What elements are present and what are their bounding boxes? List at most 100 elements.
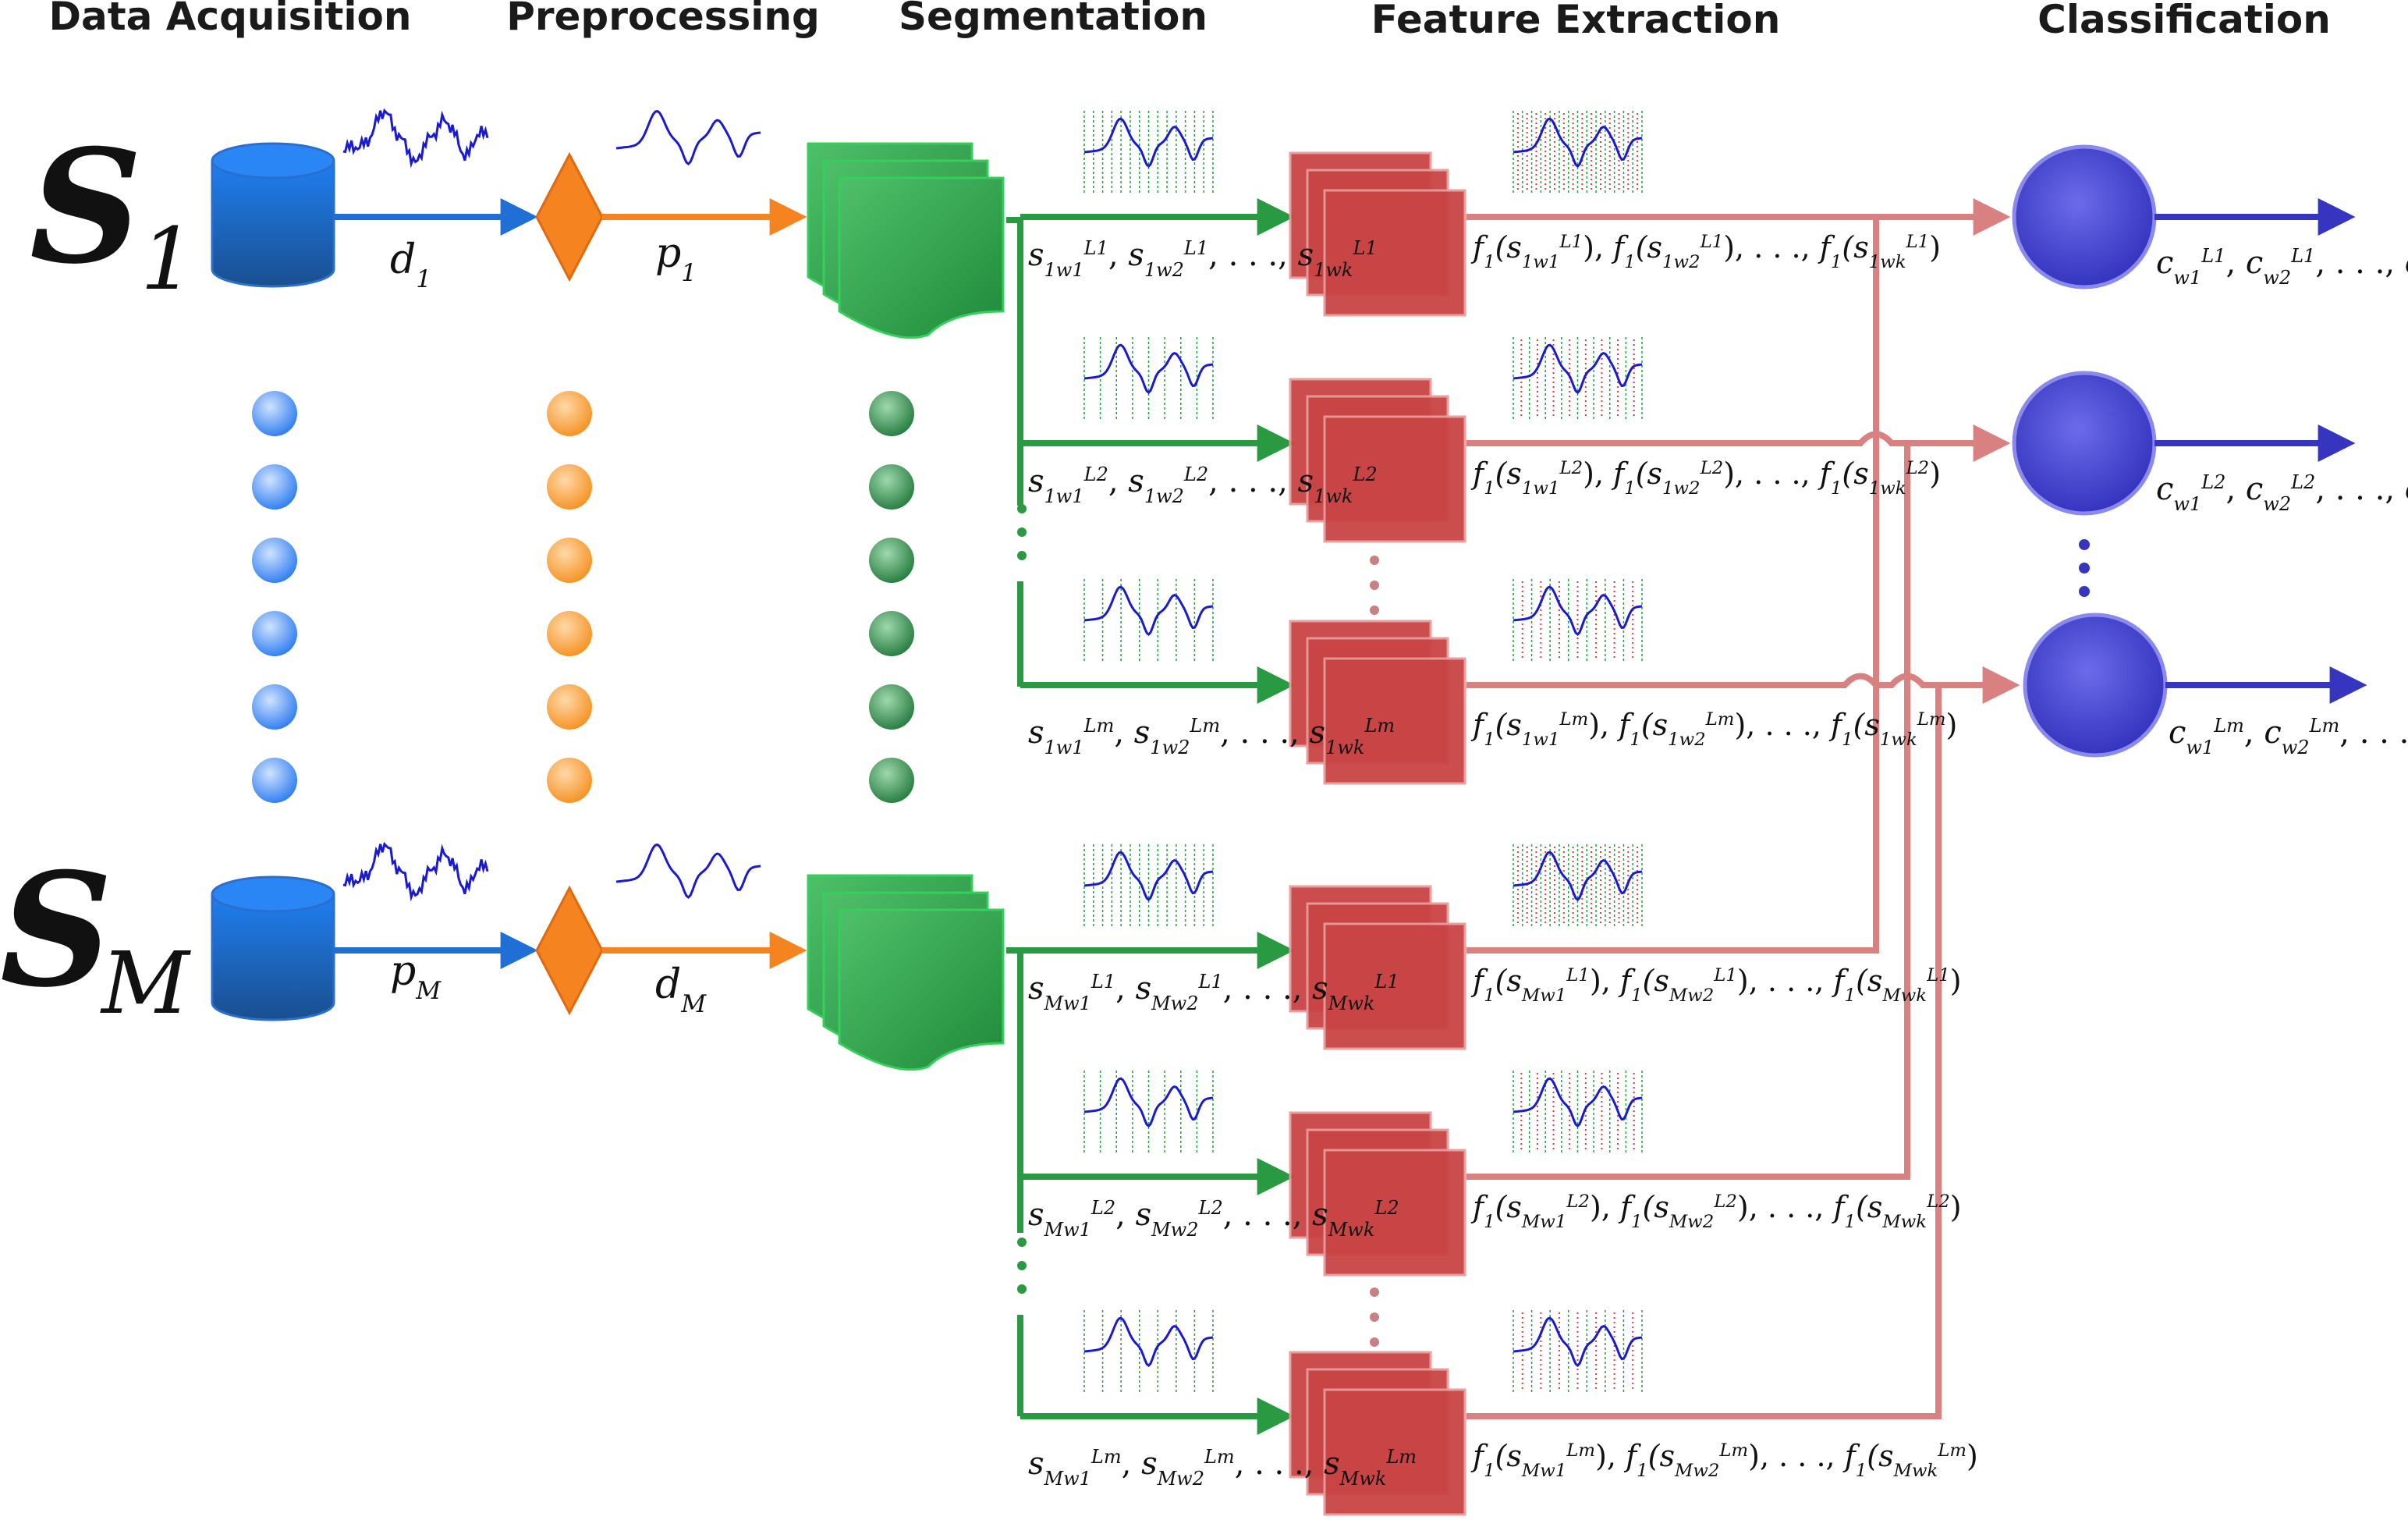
signal-plot <box>1083 844 1214 927</box>
math-label: sMw1L2, sMw2L2, . . ., sMwkL2 <box>1028 1197 1399 1241</box>
ellipsis-dot <box>1370 606 1379 615</box>
preprocessing-diamond-icon <box>535 885 604 1016</box>
math-label: pM <box>390 948 442 1005</box>
segmentation-stack-icon <box>807 874 1005 1071</box>
signal-trace <box>1083 1316 1214 1368</box>
math-label: f1(sMw1Lm), f1(sMw2Lm), . . ., f1(sMwkLm… <box>1470 1439 1978 1481</box>
ellipsis-dot <box>252 611 297 656</box>
subject-labels: S 1 S M <box>0 115 195 1033</box>
signal-plot <box>342 108 489 169</box>
ellipsis-dot <box>252 684 297 730</box>
ellipsis-dot <box>869 538 914 583</box>
classifier-node <box>2012 371 2157 516</box>
ellipsis-dot <box>869 464 914 510</box>
subject-1-symbol: S <box>30 115 142 299</box>
database-icon <box>211 875 335 1021</box>
signal-trace <box>615 843 761 900</box>
ellipsis-dot <box>1017 1238 1027 1247</box>
ellipsis-dots <box>252 391 914 803</box>
signal-trace <box>1513 1316 1643 1368</box>
signal-trace <box>342 841 489 902</box>
ellipsis-dot <box>869 684 914 730</box>
ellipsis-dot <box>252 464 297 510</box>
stage-title-acquisition: Data Acquisition <box>48 0 411 39</box>
ellipsis-dot <box>869 611 914 656</box>
ellipsis-dot <box>252 758 297 803</box>
signal-trace <box>1083 117 1214 169</box>
ellipsis-dot <box>547 758 592 803</box>
signal-trace <box>1513 117 1643 169</box>
segmentation-stack-icon <box>807 142 1005 339</box>
feature-route-line <box>1466 685 1942 1419</box>
signal-plot <box>1083 579 1214 662</box>
stage-title-classification: Classification <box>2037 0 2331 42</box>
math-label: sMw1L1, sMw2L1, . . ., sMwkL1 <box>1028 971 1399 1014</box>
feature-route-line <box>1466 424 2011 462</box>
signal-trace <box>342 108 489 169</box>
signal-trace <box>615 109 761 166</box>
feature-stack-icon <box>1289 151 1466 317</box>
signal-plot <box>1513 1310 1643 1393</box>
feature-route-line <box>1466 666 2020 704</box>
signal-plot <box>615 109 761 166</box>
ellipsis-dot <box>1370 581 1379 590</box>
ellipsis-dot <box>547 391 592 436</box>
math-label: dM <box>655 961 707 1018</box>
classifier-node <box>2023 613 2168 758</box>
ellipsis-dot <box>547 464 592 510</box>
feature-block <box>1323 189 1466 317</box>
ellipsis-dot <box>1370 1287 1379 1297</box>
signal-trace <box>1083 851 1214 902</box>
subject-m-symbol: S <box>0 839 112 1022</box>
ellipsis-dot <box>2079 586 2090 597</box>
signal-trace <box>1513 1077 1643 1128</box>
ellipsis-dot <box>252 391 297 436</box>
feature-stack-icon <box>1289 1111 1466 1277</box>
stage-title-feature-extraction: Feature Extraction <box>1371 0 1781 42</box>
feature-block <box>1323 415 1466 543</box>
signal-plot <box>1513 1071 1643 1153</box>
ellipsis-dot <box>2079 539 2090 550</box>
ellipsis-dot <box>869 391 914 436</box>
ellipsis-dot <box>869 758 914 803</box>
signal-trace <box>1513 343 1643 395</box>
math-labels: d1 p1 pM dM s1w1L1, s1w2L1, . . ., s1wkL1 f1(… <box>390 230 2408 1490</box>
database-icon <box>211 142 335 288</box>
signal-plot <box>1513 337 1643 420</box>
ellipsis-dot <box>1017 1261 1027 1270</box>
ellipsis-dot <box>1370 556 1379 565</box>
ellipsis-dot <box>1370 1312 1379 1322</box>
signal-plot <box>1083 1310 1214 1393</box>
signal-trace <box>1083 343 1214 395</box>
math-label: cw1Lm, cw2Lm, . . ., cwkLm <box>2169 715 2408 758</box>
signal-plots <box>342 108 1643 1393</box>
subject-1-index: 1 <box>140 209 195 309</box>
signal-plot <box>1083 111 1214 194</box>
stage-title-segmentation: Segmentation <box>899 0 1208 39</box>
ellipsis-dot <box>1017 1284 1027 1294</box>
math-label: f1(s1w1Lm), f1(s1w2Lm), . . ., f1(s1wkLm… <box>1470 708 1957 750</box>
feature-block <box>1323 1388 1466 1516</box>
ellipsis-dot <box>1370 1337 1379 1347</box>
classifier-node <box>2012 144 2157 289</box>
math-label: s1w1L1, s1w2L1, . . ., s1wkL1 <box>1028 237 1378 281</box>
math-label: f1(sMw1L1), f1(sMw2L1), . . ., f1(sMwkL1… <box>1470 964 1962 1006</box>
signal-plot <box>1083 337 1214 420</box>
ellipsis-dot <box>547 611 592 656</box>
signal-plot <box>1513 579 1643 662</box>
signal-plot <box>1083 1071 1214 1153</box>
math-label: f1(sMw1L2), f1(sMw2L2), . . ., f1(sMwkL2… <box>1470 1190 1962 1232</box>
segmentation-trunk <box>1006 217 1023 506</box>
signal-plot <box>1513 844 1643 927</box>
math-label: p1 <box>655 230 697 287</box>
feature-stack-icon <box>1289 1351 1466 1516</box>
feature-stack-icon <box>1289 378 1466 543</box>
ellipsis-dot <box>1017 551 1027 560</box>
feature-stack-icon <box>1289 885 1466 1050</box>
math-label: sMw1Lm, sMw2Lm, . . ., sMwkLm <box>1028 1446 1417 1490</box>
feature-route-line <box>1466 217 1879 954</box>
signal-plot <box>1513 111 1643 194</box>
signal-trace <box>1513 851 1643 902</box>
pipeline-static <box>211 142 2367 1419</box>
